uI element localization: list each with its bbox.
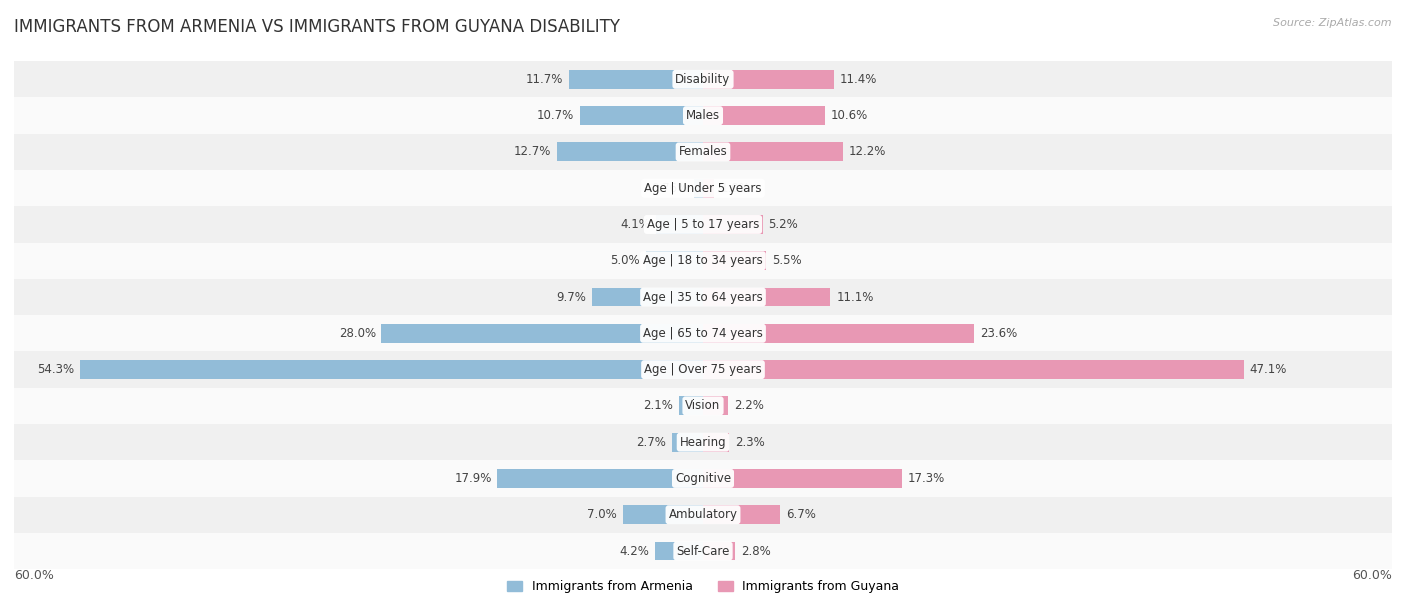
Bar <box>703 397 728 416</box>
Bar <box>14 351 1392 388</box>
Text: Hearing: Hearing <box>679 436 727 449</box>
Bar <box>679 397 703 416</box>
Text: 60.0%: 60.0% <box>14 569 53 582</box>
Bar <box>14 206 1392 242</box>
Bar <box>14 315 1392 351</box>
Text: 4.1%: 4.1% <box>620 218 650 231</box>
Text: Males: Males <box>686 109 720 122</box>
Bar <box>703 324 974 343</box>
Text: IMMIGRANTS FROM ARMENIA VS IMMIGRANTS FROM GUYANA DISABILITY: IMMIGRANTS FROM ARMENIA VS IMMIGRANTS FR… <box>14 18 620 36</box>
Text: Vision: Vision <box>685 400 721 412</box>
Bar <box>14 533 1392 569</box>
Bar <box>623 506 703 524</box>
Text: 1.0%: 1.0% <box>720 182 749 195</box>
Bar <box>703 252 766 270</box>
Bar <box>703 506 780 524</box>
Text: 54.3%: 54.3% <box>37 363 73 376</box>
Bar <box>381 324 703 343</box>
Bar <box>14 424 1392 460</box>
Text: 10.6%: 10.6% <box>831 109 868 122</box>
Bar <box>703 542 735 561</box>
Text: Age | Under 5 years: Age | Under 5 years <box>644 182 762 195</box>
Text: Disability: Disability <box>675 73 731 86</box>
Text: Age | 18 to 34 years: Age | 18 to 34 years <box>643 254 763 267</box>
Bar <box>14 242 1392 279</box>
Bar <box>655 542 703 561</box>
Bar <box>14 170 1392 206</box>
Text: 2.8%: 2.8% <box>741 545 770 558</box>
Bar <box>592 288 703 307</box>
Text: 2.3%: 2.3% <box>735 436 765 449</box>
Bar <box>557 143 703 162</box>
Text: 12.2%: 12.2% <box>849 146 886 159</box>
Text: 12.7%: 12.7% <box>515 146 551 159</box>
Bar <box>14 388 1392 424</box>
Text: Age | Over 75 years: Age | Over 75 years <box>644 363 762 376</box>
Text: 5.2%: 5.2% <box>769 218 799 231</box>
Text: 0.76%: 0.76% <box>651 182 689 195</box>
Text: 9.7%: 9.7% <box>555 291 586 304</box>
Bar <box>14 61 1392 97</box>
Text: 11.1%: 11.1% <box>837 291 873 304</box>
Text: Cognitive: Cognitive <box>675 472 731 485</box>
Bar <box>498 469 703 488</box>
Text: Ambulatory: Ambulatory <box>668 508 738 521</box>
Text: 28.0%: 28.0% <box>339 327 375 340</box>
Bar <box>645 252 703 270</box>
Bar <box>703 360 1244 379</box>
Text: 60.0%: 60.0% <box>1353 569 1392 582</box>
Bar <box>657 215 703 234</box>
Bar <box>581 106 703 125</box>
Text: 23.6%: 23.6% <box>980 327 1017 340</box>
Text: Self-Care: Self-Care <box>676 545 730 558</box>
Bar <box>14 134 1392 170</box>
Bar <box>703 70 834 89</box>
Bar <box>703 106 825 125</box>
Text: 5.0%: 5.0% <box>610 254 640 267</box>
Bar <box>703 143 844 162</box>
Bar <box>703 179 714 198</box>
Legend: Immigrants from Armenia, Immigrants from Guyana: Immigrants from Armenia, Immigrants from… <box>506 580 900 594</box>
Bar <box>703 215 762 234</box>
Text: 6.7%: 6.7% <box>786 508 815 521</box>
Text: Females: Females <box>679 146 727 159</box>
Bar <box>703 469 901 488</box>
Text: 2.1%: 2.1% <box>644 400 673 412</box>
Text: 4.2%: 4.2% <box>619 545 650 558</box>
Text: Age | 35 to 64 years: Age | 35 to 64 years <box>643 291 763 304</box>
Text: 17.3%: 17.3% <box>907 472 945 485</box>
Text: 2.7%: 2.7% <box>637 436 666 449</box>
Bar <box>703 288 831 307</box>
Text: Age | 65 to 74 years: Age | 65 to 74 years <box>643 327 763 340</box>
Bar <box>14 496 1392 533</box>
Bar <box>695 179 703 198</box>
Bar <box>14 279 1392 315</box>
Bar <box>80 360 703 379</box>
Text: Age | 5 to 17 years: Age | 5 to 17 years <box>647 218 759 231</box>
Bar <box>14 97 1392 134</box>
Text: 10.7%: 10.7% <box>537 109 575 122</box>
Text: 11.4%: 11.4% <box>839 73 877 86</box>
Text: 17.9%: 17.9% <box>454 472 492 485</box>
Bar <box>703 433 730 452</box>
Text: Source: ZipAtlas.com: Source: ZipAtlas.com <box>1274 18 1392 28</box>
Bar <box>568 70 703 89</box>
Text: 47.1%: 47.1% <box>1250 363 1286 376</box>
Bar <box>14 460 1392 496</box>
Bar <box>672 433 703 452</box>
Text: 2.2%: 2.2% <box>734 400 763 412</box>
Text: 5.5%: 5.5% <box>772 254 801 267</box>
Text: 7.0%: 7.0% <box>588 508 617 521</box>
Text: 11.7%: 11.7% <box>526 73 562 86</box>
